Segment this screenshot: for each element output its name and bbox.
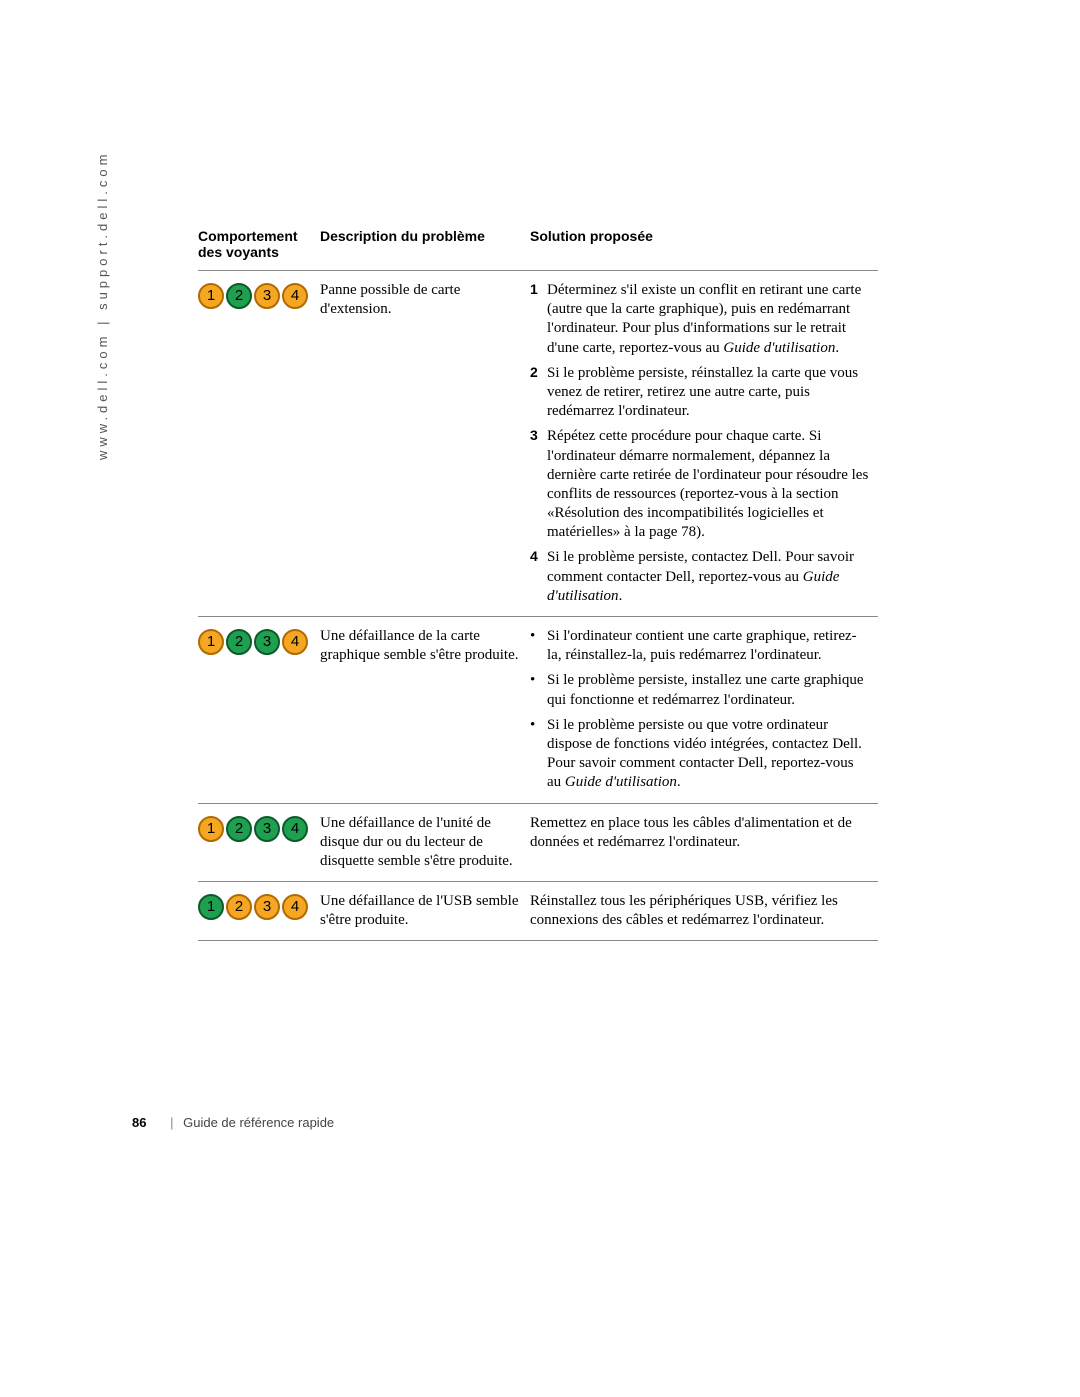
solution-text: Répétez cette procédure pour chaque cart… bbox=[547, 427, 870, 542]
lights-cell: 1234 bbox=[198, 803, 320, 882]
diagnostic-light-icon: 3 bbox=[254, 629, 280, 655]
diagnostic-table-container: Comportement des voyants Description du … bbox=[198, 224, 878, 941]
solution-text: Si le problème persiste, réinstallez la … bbox=[547, 364, 870, 422]
guide-reference: Guide d'utilisation bbox=[565, 774, 677, 790]
page-footer: 86 | Guide de référence rapide bbox=[132, 1115, 334, 1130]
footer-separator: | bbox=[170, 1115, 173, 1130]
diagnostic-light-icon: 1 bbox=[198, 283, 224, 309]
solution-text: Remettez en place tous les câbles d'alim… bbox=[530, 814, 870, 852]
solution-text: Déterminez s'il existe un conflit en ret… bbox=[547, 281, 870, 358]
table-header-row: Comportement des voyants Description du … bbox=[198, 224, 878, 271]
diagnostic-light-icon: 1 bbox=[198, 629, 224, 655]
solution-text: Si le problème persiste ou que votre ord… bbox=[547, 716, 870, 793]
lights-cell: 1234 bbox=[198, 271, 320, 617]
solution-number: 3 bbox=[530, 427, 544, 542]
solution-text: Si l'ordinateur contient une carte graph… bbox=[547, 627, 870, 665]
solution-list: •Si l'ordinateur contient une carte grap… bbox=[530, 627, 870, 793]
solution-item: Réinstallez tous les périphériques USB, … bbox=[530, 892, 870, 930]
diagnostic-table: Comportement des voyants Description du … bbox=[198, 224, 878, 941]
solution-text: Si le problème persiste, installez une c… bbox=[547, 671, 870, 709]
diagnostic-light-icon: 4 bbox=[282, 894, 308, 920]
solution-text: Si le problème persiste, contactez Dell.… bbox=[547, 548, 870, 606]
diagnostic-light-icon: 4 bbox=[282, 816, 308, 842]
lights-group: 1234 bbox=[198, 814, 312, 842]
solution-item: 3Répétez cette procédure pour chaque car… bbox=[530, 427, 870, 542]
solution-item: 2Si le problème persiste, réinstallez la… bbox=[530, 364, 870, 422]
footer-title: Guide de référence rapide bbox=[183, 1115, 334, 1130]
header-solution: Solution proposée bbox=[530, 224, 878, 271]
header-behavior: Comportement des voyants bbox=[198, 224, 320, 271]
solution-number: 2 bbox=[530, 364, 544, 422]
solution-list: 1Déterminez s'il existe un conflit en re… bbox=[530, 281, 870, 606]
diagnostic-light-icon: 3 bbox=[254, 283, 280, 309]
solution-item: 1Déterminez s'il existe un conflit en re… bbox=[530, 281, 870, 358]
lights-group: 1234 bbox=[198, 892, 312, 920]
description-cell: Une défaillance de la carte graphique se… bbox=[320, 617, 530, 804]
diagnostic-light-icon: 1 bbox=[198, 816, 224, 842]
diagnostic-light-icon: 2 bbox=[226, 816, 252, 842]
lights-group: 1234 bbox=[198, 281, 312, 309]
solution-cell: Remettez en place tous les câbles d'alim… bbox=[530, 803, 878, 882]
solution-list: Réinstallez tous les périphériques USB, … bbox=[530, 892, 870, 930]
solution-item: •Si l'ordinateur contient une carte grap… bbox=[530, 627, 870, 665]
solution-item: 4Si le problème persiste, contactez Dell… bbox=[530, 548, 870, 606]
guide-reference: Guide d'utilisation bbox=[547, 569, 839, 604]
diagnostic-light-icon: 3 bbox=[254, 894, 280, 920]
table-row: 1234 Une défaillance de la carte graphiqu… bbox=[198, 617, 878, 804]
solution-number: 1 bbox=[530, 281, 544, 358]
diagnostic-light-icon: 4 bbox=[282, 283, 308, 309]
page-number: 86 bbox=[132, 1115, 146, 1130]
solution-cell: •Si l'ordinateur contient une carte grap… bbox=[530, 617, 878, 804]
side-url-text: www.dell.com | support.dell.com bbox=[95, 151, 110, 460]
bullet-icon: • bbox=[530, 671, 544, 709]
solution-cell: 1Déterminez s'il existe un conflit en re… bbox=[530, 271, 878, 617]
header-description: Description du problème bbox=[320, 224, 530, 271]
description-cell: Panne possible de carte d'extension. bbox=[320, 271, 530, 617]
solution-number: 4 bbox=[530, 548, 544, 606]
table-row: 1234 Une défaillance de l'USB semble s'êt… bbox=[198, 882, 878, 941]
solution-cell: Réinstallez tous les périphériques USB, … bbox=[530, 882, 878, 941]
lights-group: 1234 bbox=[198, 627, 312, 655]
bullet-icon: • bbox=[530, 627, 544, 665]
solution-text: Réinstallez tous les périphériques USB, … bbox=[530, 892, 870, 930]
lights-cell: 1234 bbox=[198, 617, 320, 804]
diagnostic-light-icon: 4 bbox=[282, 629, 308, 655]
diagnostic-light-icon: 2 bbox=[226, 894, 252, 920]
solution-list: Remettez en place tous les câbles d'alim… bbox=[530, 814, 870, 852]
diagnostic-light-icon: 1 bbox=[198, 894, 224, 920]
bullet-icon: • bbox=[530, 716, 544, 793]
solution-item: •Si le problème persiste, installez une … bbox=[530, 671, 870, 709]
lights-cell: 1234 bbox=[198, 882, 320, 941]
table-row: 1234Panne possible de carte d'extension.… bbox=[198, 271, 878, 617]
solution-item: Remettez en place tous les câbles d'alim… bbox=[530, 814, 870, 852]
diagnostic-light-icon: 3 bbox=[254, 816, 280, 842]
description-cell: Une défaillance de l'USB semble s'être p… bbox=[320, 882, 530, 941]
table-row: 1234 Une défaillance de l'unité de disque… bbox=[198, 803, 878, 882]
guide-reference: Guide d'utilisation bbox=[723, 340, 835, 356]
description-cell: Une défaillance de l'unité de disque dur… bbox=[320, 803, 530, 882]
solution-item: •Si le problème persiste ou que votre or… bbox=[530, 716, 870, 793]
diagnostic-light-icon: 2 bbox=[226, 629, 252, 655]
diagnostic-light-icon: 2 bbox=[226, 283, 252, 309]
